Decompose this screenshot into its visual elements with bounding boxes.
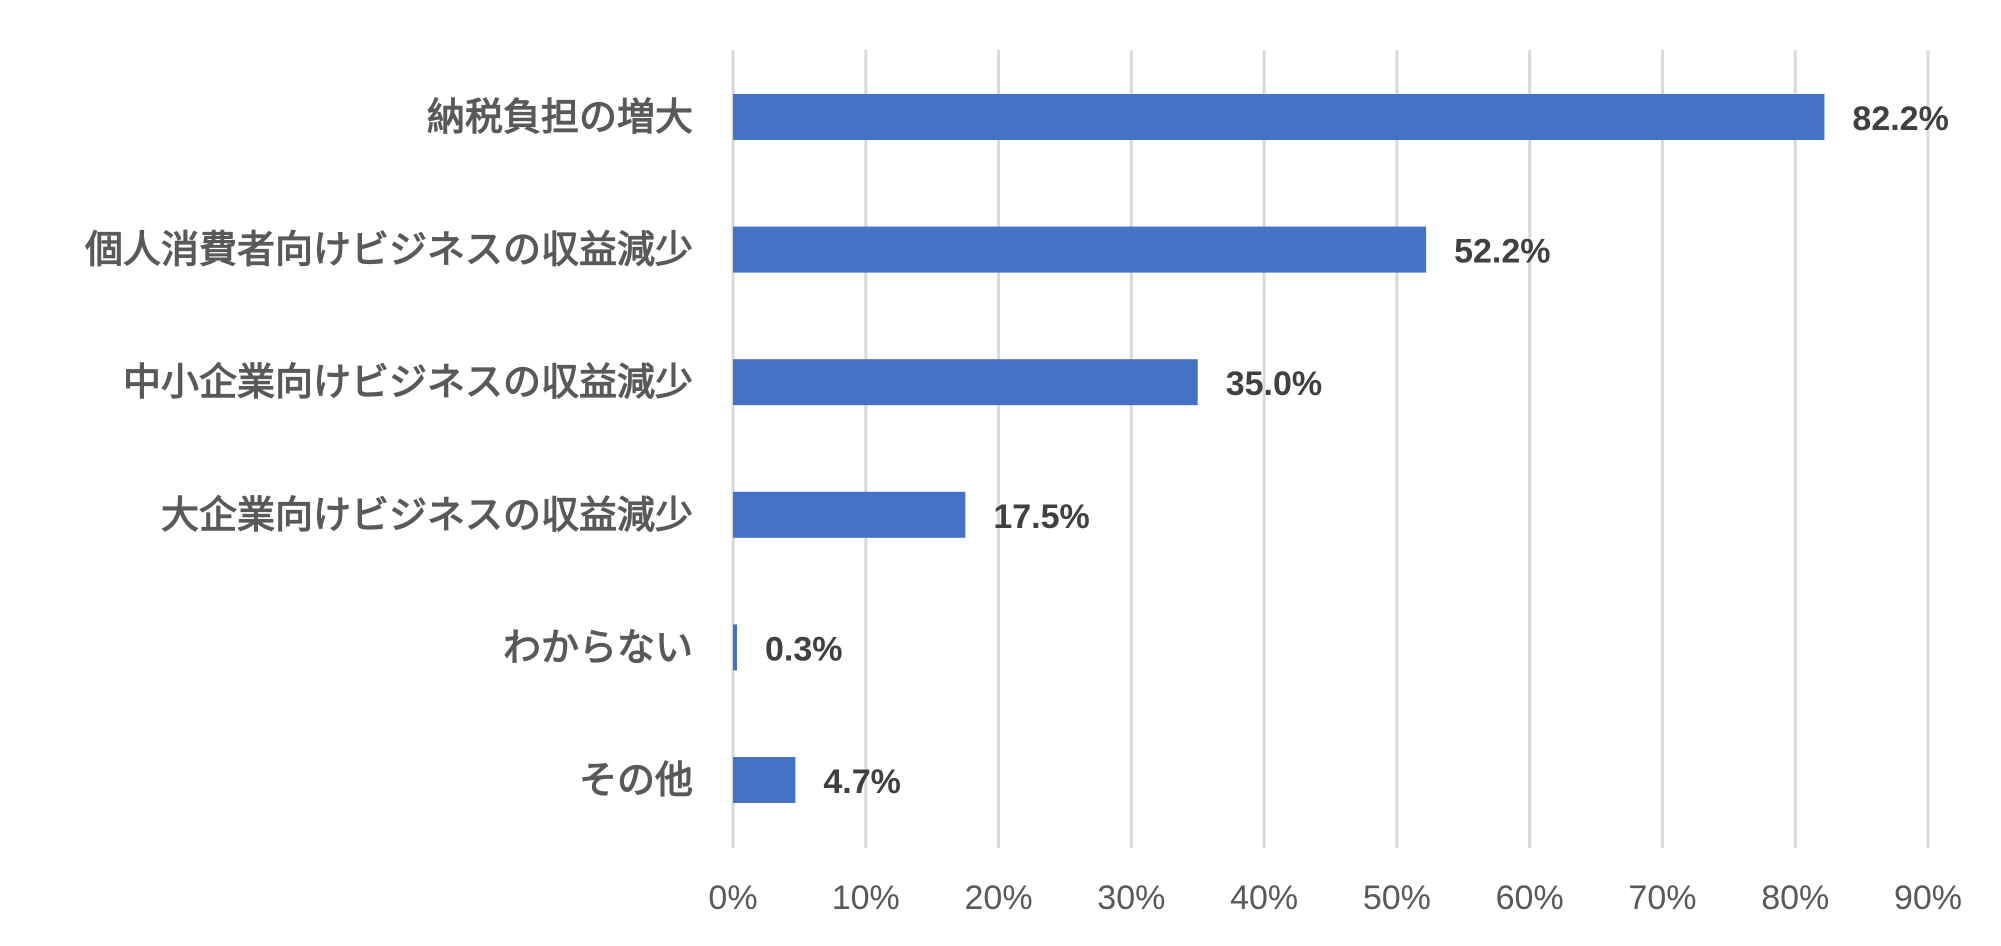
bar-4 xyxy=(733,624,737,671)
x-tick-label-30: 30% xyxy=(1097,879,1165,917)
x-tick-label-0: 0% xyxy=(708,879,757,917)
category-label-5: その他 xyxy=(579,758,693,802)
bar-3 xyxy=(733,491,966,538)
bars xyxy=(733,94,1825,803)
x-tick-label-70: 70% xyxy=(1628,879,1696,917)
data-label-5: 4.7% xyxy=(823,763,901,801)
x-tick-labels: 0% 10% 20% 30% 40% 50% 60% 70% 80% 90% xyxy=(708,879,1962,917)
grid-lines xyxy=(731,50,1930,848)
x-tick-label-10: 10% xyxy=(832,879,900,917)
bar-2 xyxy=(733,359,1198,406)
data-label-2: 35.0% xyxy=(1226,365,1322,403)
x-tick-label-20: 20% xyxy=(965,879,1033,917)
data-label-0: 82.2% xyxy=(1852,100,1948,138)
data-label-1: 52.2% xyxy=(1454,233,1550,271)
x-tick-label-90: 90% xyxy=(1894,879,1962,917)
data-labels: 82.2% 52.2% 35.0% 17.5% 0.3% 4.7% xyxy=(765,100,1949,801)
category-label-4: わからない xyxy=(503,625,693,669)
category-label-1: 個人消費者向けビジネスの収益減少 xyxy=(84,228,693,272)
bar-0 xyxy=(733,94,1825,140)
category-labels: 納税負担の増大個人消費者向けビジネスの収益減少中小企業向けビジネスの収益減少大企… xyxy=(84,95,693,802)
category-label-3: 大企業向けビジネスの収益減少 xyxy=(161,493,693,537)
x-tick-label-80: 80% xyxy=(1761,879,1829,917)
data-label-4: 0.3% xyxy=(765,630,843,668)
x-tick-label-40: 40% xyxy=(1230,879,1298,917)
data-label-3: 17.5% xyxy=(993,498,1089,536)
category-label-2: 中小企業向けビジネスの収益減少 xyxy=(123,360,693,404)
category-label-0: 納税負担の増大 xyxy=(427,95,693,139)
bar-5 xyxy=(733,757,796,803)
x-tick-label-50: 50% xyxy=(1363,879,1431,917)
bar-1 xyxy=(733,226,1427,273)
x-tick-label-60: 60% xyxy=(1496,879,1564,917)
